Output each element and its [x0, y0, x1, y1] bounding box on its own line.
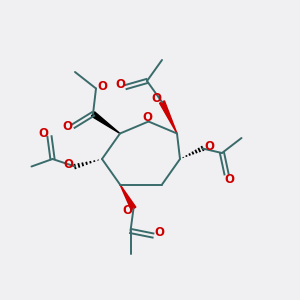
- Polygon shape: [120, 184, 136, 210]
- Text: O: O: [154, 226, 164, 239]
- Text: O: O: [224, 173, 235, 186]
- Text: O: O: [38, 127, 49, 140]
- Text: O: O: [63, 158, 74, 171]
- Text: O: O: [142, 111, 152, 124]
- Polygon shape: [160, 101, 177, 134]
- Polygon shape: [92, 112, 120, 134]
- Text: O: O: [98, 80, 108, 93]
- Text: O: O: [152, 92, 162, 105]
- Text: O: O: [204, 140, 214, 154]
- Text: O: O: [116, 77, 126, 91]
- Text: O: O: [122, 203, 132, 217]
- Text: O: O: [62, 119, 72, 133]
